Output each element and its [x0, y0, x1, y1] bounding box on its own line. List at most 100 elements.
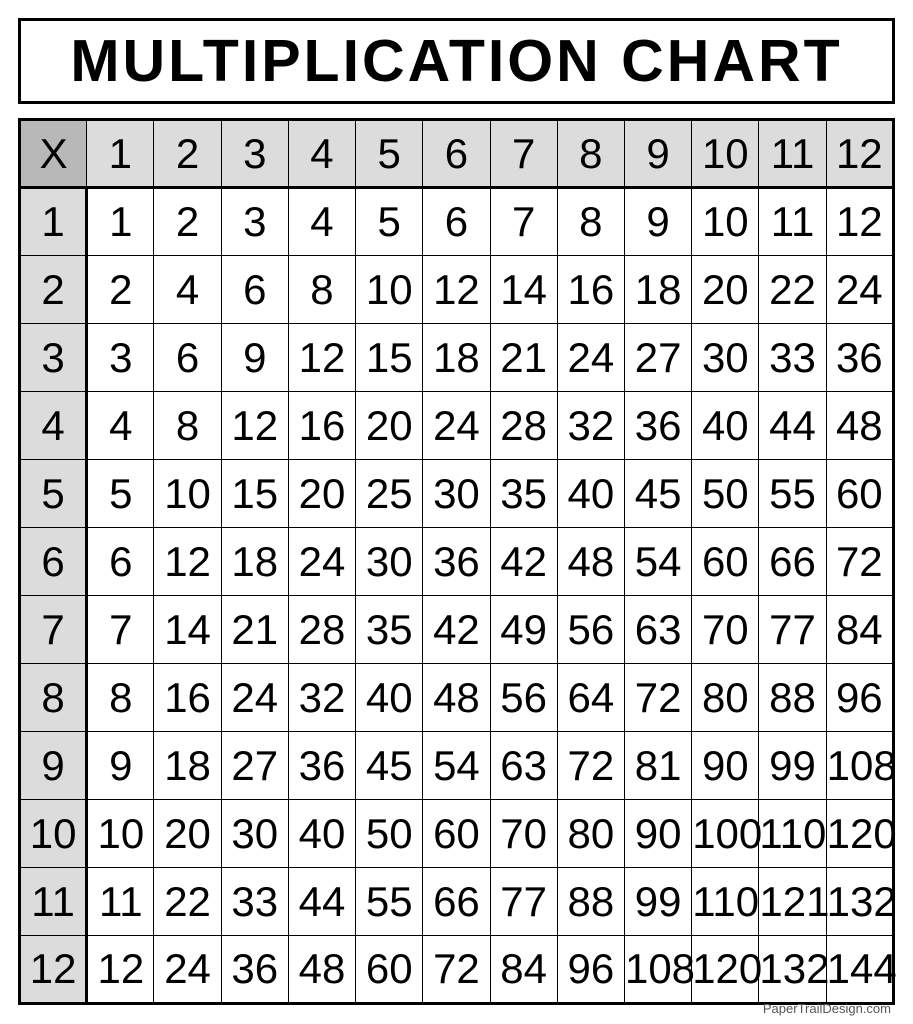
cell: 36 [826, 324, 893, 392]
cell: 4 [87, 392, 154, 460]
cell: 30 [221, 800, 288, 868]
cell: 108 [624, 936, 691, 1004]
cell: 20 [288, 460, 355, 528]
col-header: 12 [826, 120, 893, 188]
cell: 36 [288, 732, 355, 800]
cell: 2 [87, 256, 154, 324]
table-row: 11 11 22 33 44 55 66 77 88 99 110 121 13… [20, 868, 894, 936]
column-header-row: X 1 2 3 4 5 6 7 8 9 10 11 12 [20, 120, 894, 188]
cell: 77 [490, 868, 557, 936]
row-header: 6 [20, 528, 87, 596]
cell: 50 [356, 800, 423, 868]
cell: 18 [624, 256, 691, 324]
cell: 28 [288, 596, 355, 664]
cell: 7 [87, 596, 154, 664]
cell: 84 [826, 596, 893, 664]
row-header: 12 [20, 936, 87, 1004]
cell: 48 [826, 392, 893, 460]
chart-title: MULTIPLICATION CHART [33, 27, 880, 95]
cell: 99 [759, 732, 826, 800]
cell: 5 [87, 460, 154, 528]
cell: 70 [692, 596, 759, 664]
cell: 56 [557, 596, 624, 664]
cell: 4 [154, 256, 221, 324]
cell: 12 [288, 324, 355, 392]
cell: 21 [490, 324, 557, 392]
cell: 12 [423, 256, 490, 324]
cell: 60 [356, 936, 423, 1004]
cell: 72 [826, 528, 893, 596]
cell: 22 [759, 256, 826, 324]
cell: 24 [221, 664, 288, 732]
table-row: 9 9 18 27 36 45 54 63 72 81 90 99 108 [20, 732, 894, 800]
col-header: 8 [557, 120, 624, 188]
cell: 9 [87, 732, 154, 800]
col-header: 3 [221, 120, 288, 188]
cell: 48 [557, 528, 624, 596]
col-header: 6 [423, 120, 490, 188]
cell: 50 [692, 460, 759, 528]
cell: 90 [692, 732, 759, 800]
row-header: 11 [20, 868, 87, 936]
cell: 24 [826, 256, 893, 324]
cell: 63 [624, 596, 691, 664]
cell: 16 [154, 664, 221, 732]
cell: 54 [624, 528, 691, 596]
cell: 66 [423, 868, 490, 936]
row-header: 5 [20, 460, 87, 528]
cell: 40 [692, 392, 759, 460]
cell: 12 [221, 392, 288, 460]
cell: 6 [154, 324, 221, 392]
cell: 45 [624, 460, 691, 528]
cell: 96 [826, 664, 893, 732]
table-row: 3 3 6 9 12 15 18 21 24 27 30 33 36 [20, 324, 894, 392]
table-row: 6 6 12 18 24 30 36 42 48 54 60 66 72 [20, 528, 894, 596]
cell: 121 [759, 868, 826, 936]
cell: 99 [624, 868, 691, 936]
cell: 36 [221, 936, 288, 1004]
col-header: 10 [692, 120, 759, 188]
cell: 2 [154, 188, 221, 256]
cell: 100 [692, 800, 759, 868]
cell: 45 [356, 732, 423, 800]
row-header: 9 [20, 732, 87, 800]
cell: 10 [692, 188, 759, 256]
cell: 30 [423, 460, 490, 528]
cell: 88 [759, 664, 826, 732]
col-header: 4 [288, 120, 355, 188]
table-row: 10 10 20 30 40 50 60 70 80 90 100 110 12… [20, 800, 894, 868]
row-header: 4 [20, 392, 87, 460]
cell: 70 [490, 800, 557, 868]
cell: 40 [557, 460, 624, 528]
cell: 18 [154, 732, 221, 800]
cell: 44 [759, 392, 826, 460]
table-row: 5 5 10 15 20 25 30 35 40 45 50 55 60 [20, 460, 894, 528]
cell: 108 [826, 732, 893, 800]
cell: 120 [692, 936, 759, 1004]
cell: 20 [356, 392, 423, 460]
table-row: 1 1 2 3 4 5 6 7 8 9 10 11 12 [20, 188, 894, 256]
cell: 9 [624, 188, 691, 256]
table-row: 7 7 14 21 28 35 42 49 56 63 70 77 84 [20, 596, 894, 664]
table-row: 12 12 24 36 48 60 72 84 96 108 120 132 1… [20, 936, 894, 1004]
cell: 63 [490, 732, 557, 800]
cell: 33 [759, 324, 826, 392]
cell: 42 [490, 528, 557, 596]
cell: 30 [692, 324, 759, 392]
title-container: MULTIPLICATION CHART [18, 18, 895, 104]
cell: 12 [87, 936, 154, 1004]
cell: 55 [356, 868, 423, 936]
cell: 60 [692, 528, 759, 596]
cell: 11 [759, 188, 826, 256]
cell: 10 [154, 460, 221, 528]
cell: 10 [87, 800, 154, 868]
table-row: 4 4 8 12 16 20 24 28 32 36 40 44 48 [20, 392, 894, 460]
row-header: 10 [20, 800, 87, 868]
cell: 27 [221, 732, 288, 800]
cell: 36 [624, 392, 691, 460]
cell: 18 [221, 528, 288, 596]
cell: 77 [759, 596, 826, 664]
row-header: 1 [20, 188, 87, 256]
cell: 64 [557, 664, 624, 732]
cell: 72 [557, 732, 624, 800]
